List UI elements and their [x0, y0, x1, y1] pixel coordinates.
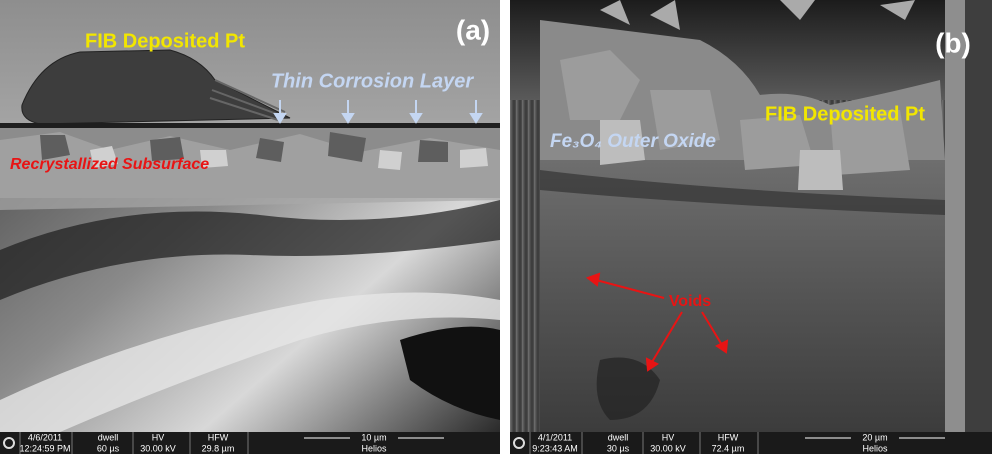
info-label: dwell: [608, 432, 629, 442]
scale-label: 20 µm: [862, 432, 887, 442]
info-value: 72.4 µm: [712, 443, 745, 453]
layer-label: Thin Corrosion Layer: [271, 70, 474, 92]
info-value: 30.00 kV: [140, 443, 176, 453]
voids-label: Voids: [669, 293, 711, 310]
panel-label: (b): [935, 27, 971, 58]
info-label: 4/1/2011: [538, 432, 572, 442]
subsurface-label: Recrystallized Subsurface: [10, 156, 209, 173]
info-label: dwell: [98, 432, 119, 442]
panel-b-image: [510, 0, 992, 432]
info-label: 4/6/2011: [28, 432, 62, 442]
panel-a-image: [0, 0, 500, 432]
panel-label: (a): [456, 14, 490, 45]
info-value: 12:24:59 PM: [19, 443, 70, 453]
instrument-name: Helios: [862, 443, 888, 453]
info-value: 30.00 kV: [650, 443, 686, 453]
info-label: HV: [152, 432, 165, 442]
pt-label: FIB Deposited Pt: [85, 30, 245, 52]
info-label: HFW: [718, 432, 739, 442]
figure: FIB Deposited Pt (a) Thin Corrosion Laye…: [0, 0, 992, 454]
info-value: 29.8 µm: [202, 443, 235, 453]
info-value: 60 µs: [97, 443, 120, 453]
info-label: HFW: [208, 432, 229, 442]
scale-label: 10 µm: [361, 432, 386, 442]
info-value: 9:23:43 AM: [532, 443, 578, 453]
info-value: 30 µs: [607, 443, 630, 453]
oxide-label: Fe₃O₄ Outer Oxide: [550, 131, 716, 152]
pt-label: FIB Deposited Pt: [765, 103, 925, 125]
info-label: HV: [662, 432, 675, 442]
info-bar: [0, 432, 500, 454]
instrument-name: Helios: [361, 443, 387, 453]
page: {"panels": [ {"label": "(a)", "annotatio…: [0, 0, 992, 454]
